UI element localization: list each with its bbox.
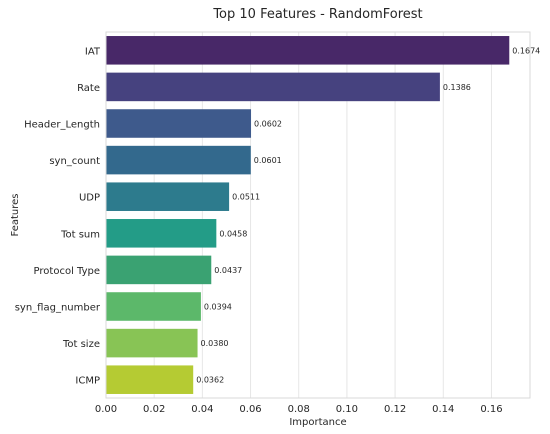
y-tick-label: syn_count xyxy=(49,156,100,167)
y-tick-label: Header_Length xyxy=(24,120,100,131)
data-label: 0.0394 xyxy=(204,303,232,312)
bar xyxy=(106,328,198,358)
x-tick-label: 0.00 xyxy=(95,404,117,415)
bar xyxy=(106,182,230,211)
y-tick-label: Rate xyxy=(77,83,100,94)
y-axis-title: Features xyxy=(10,194,21,237)
y-tick-label: UDP xyxy=(79,193,100,204)
bar xyxy=(106,36,510,65)
x-tick-labels: 0.00 0.02 0.04 0.06 0.08 0.10 0.12 0.14 0.16 xyxy=(95,404,503,415)
x-tick-label: 0.02 xyxy=(143,404,165,415)
x-tick-label: 0.16 xyxy=(480,404,502,415)
x-axis-title: Importance xyxy=(289,417,346,428)
bar xyxy=(106,219,217,248)
bar xyxy=(106,109,252,138)
y-tick-label: Tot sum xyxy=(60,229,100,240)
data-label: 0.0437 xyxy=(214,266,242,275)
data-label: 0.1674 xyxy=(512,46,540,55)
y-tick-label: Tot size xyxy=(62,339,100,350)
data-label: 0.0380 xyxy=(201,339,229,348)
bars: 0.1674 0.1386 0.0602 0.0601 0.0511 0.0458 0.04… xyxy=(106,36,540,394)
chart-title: Top 10 Features - RandomForest xyxy=(212,7,422,22)
x-tick-label: 0.14 xyxy=(432,404,454,415)
y-tick-labels: IAT Rate Header_Length syn_count UDP Tot sum P… xyxy=(15,46,101,386)
data-label: 0.1386 xyxy=(443,83,471,92)
x-tick-label: 0.08 xyxy=(288,404,310,415)
bar xyxy=(106,365,194,394)
x-tick-label: 0.12 xyxy=(384,404,406,415)
data-label: 0.0511 xyxy=(232,193,260,202)
data-label: 0.0602 xyxy=(254,120,282,129)
bar xyxy=(106,292,201,321)
data-label: 0.0458 xyxy=(219,229,247,238)
data-label: 0.0601 xyxy=(254,156,282,165)
y-tick-label: ICMP xyxy=(75,376,100,387)
y-tick-label: IAT xyxy=(85,46,101,57)
x-tick-label: 0.06 xyxy=(239,404,261,415)
bar xyxy=(106,72,440,102)
bar xyxy=(106,255,212,285)
y-tick-label: syn_flag_number xyxy=(15,303,101,314)
x-tick-label: 0.04 xyxy=(191,404,213,415)
x-tick-label: 0.10 xyxy=(336,404,358,415)
bar xyxy=(106,145,251,175)
plot-frame xyxy=(105,31,531,399)
data-label: 0.0362 xyxy=(196,376,224,385)
y-tick-label: Protocol Type xyxy=(34,266,100,277)
